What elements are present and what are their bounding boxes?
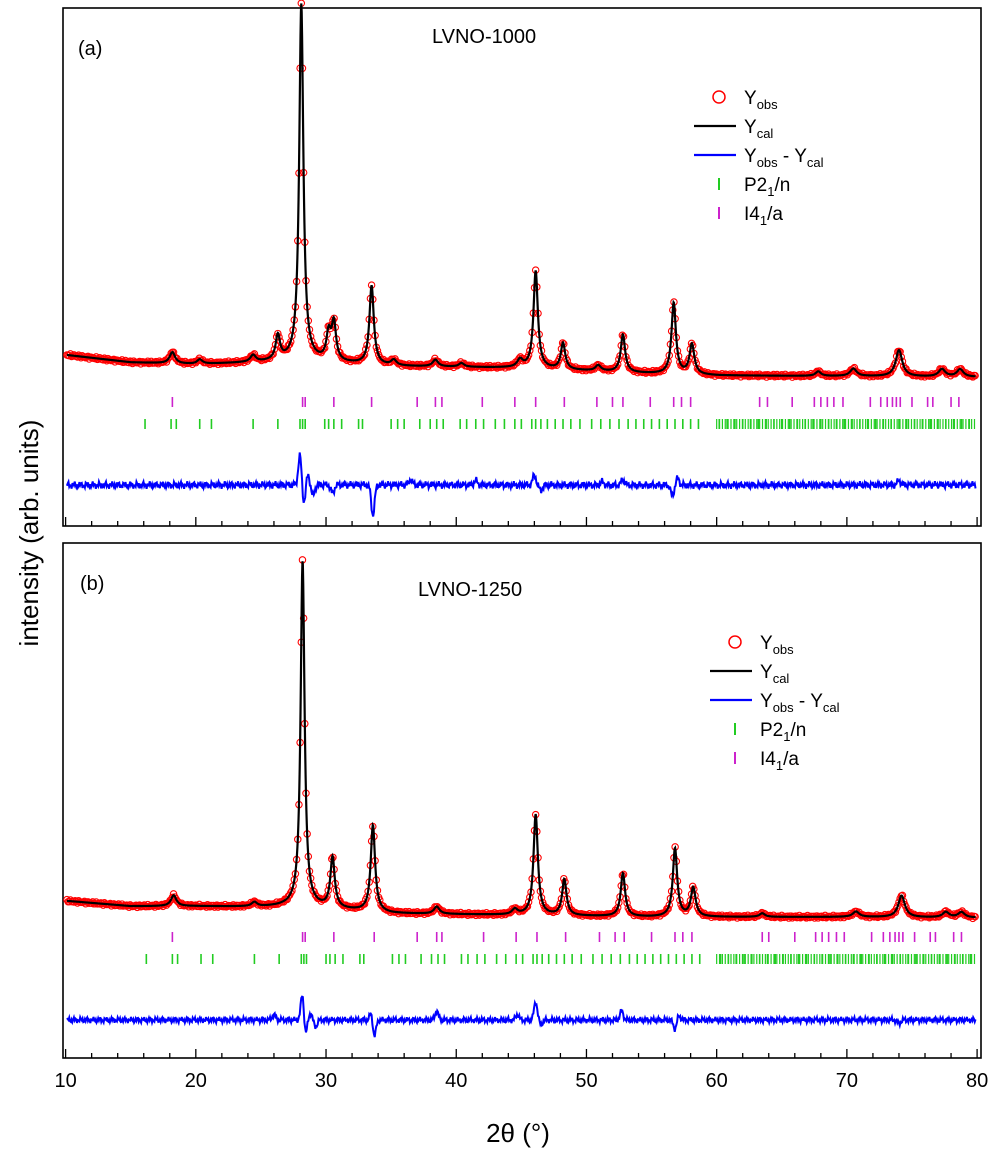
observed-point — [163, 355, 172, 363]
x-axis-label: 2θ (°) — [486, 1118, 550, 1148]
legend: Yobs Ycal Yobs - Ycal P21/n I41/a — [710, 633, 840, 773]
calculated-curve — [66, 561, 976, 919]
calculated-curve — [66, 3, 976, 378]
legend-symbol — [712, 90, 726, 104]
x-tick-label: 40 — [445, 1070, 467, 1092]
legend-label: Ycal — [744, 117, 773, 141]
plot-frame — [62, 7, 982, 527]
observed-point — [283, 895, 291, 904]
x-tick-label: 30 — [315, 1070, 337, 1092]
x-ticks — [64, 1049, 978, 1058]
plot-frame — [62, 542, 982, 1059]
observed-points — [63, 556, 979, 923]
legend-label: Yobs - Ycal — [760, 691, 840, 715]
sample-title: LVNO-1000 — [432, 26, 536, 48]
observed-point — [555, 903, 563, 911]
observed-point — [611, 906, 620, 914]
observed-point — [888, 365, 896, 374]
panel-label: (b) — [80, 573, 104, 595]
sample-title: LVNO-1250 — [418, 579, 522, 601]
x-tick-label: 10 — [54, 1070, 76, 1092]
difference-curve — [66, 995, 977, 1038]
observed-point — [521, 904, 529, 913]
observed-point — [855, 369, 863, 377]
legend-label: Yobs — [744, 88, 778, 112]
legend: Yobs Ycal Yobs - Ycal P21/n I41/a — [694, 88, 824, 228]
x-tick-label: 20 — [185, 1070, 207, 1092]
observed-point — [551, 360, 560, 368]
observed-point — [684, 903, 692, 911]
panel-b: (b) LVNO-1250 Yobs Ycal Yobs - Ycal P21/n I4… — [62, 542, 982, 1059]
observed-point — [286, 889, 295, 897]
legend-label: Ycal — [760, 662, 789, 686]
difference-curve — [65, 452, 977, 517]
observed-point — [549, 908, 557, 917]
legend-label: Yobs - Ycal — [744, 146, 824, 170]
x-tick-label: 50 — [575, 1070, 597, 1092]
x-tick-label: 70 — [836, 1070, 858, 1092]
x-tick-label: 80 — [966, 1070, 988, 1092]
panel-a: (a) LVNO-1000 Yobs Ycal Yobs - Ycal P21/n I4… — [62, 0, 982, 527]
legend-label: Yobs — [760, 633, 794, 657]
legend-label: I41/a — [744, 204, 783, 228]
legend-label: I41/a — [760, 749, 799, 773]
observed-point — [850, 363, 859, 372]
legend-label: P21/n — [744, 175, 790, 199]
observed-points — [63, 0, 979, 381]
observed-point — [568, 363, 576, 371]
x-ticks — [64, 517, 978, 526]
reflection-markers — [145, 932, 976, 964]
legend-label: P21/n — [760, 720, 806, 744]
observed-point — [318, 346, 327, 355]
x-tick-label: 60 — [706, 1070, 728, 1092]
observed-point — [250, 350, 259, 358]
reflection-markers — [144, 397, 976, 429]
observed-point — [359, 352, 368, 360]
panel-label: (a) — [78, 38, 102, 60]
y-axis-label: intensity (arb. units) — [14, 420, 44, 647]
legend-symbol — [728, 635, 742, 649]
x-tick-labels: 10 20 30 40 50 60 70 80 — [54, 1070, 988, 1092]
